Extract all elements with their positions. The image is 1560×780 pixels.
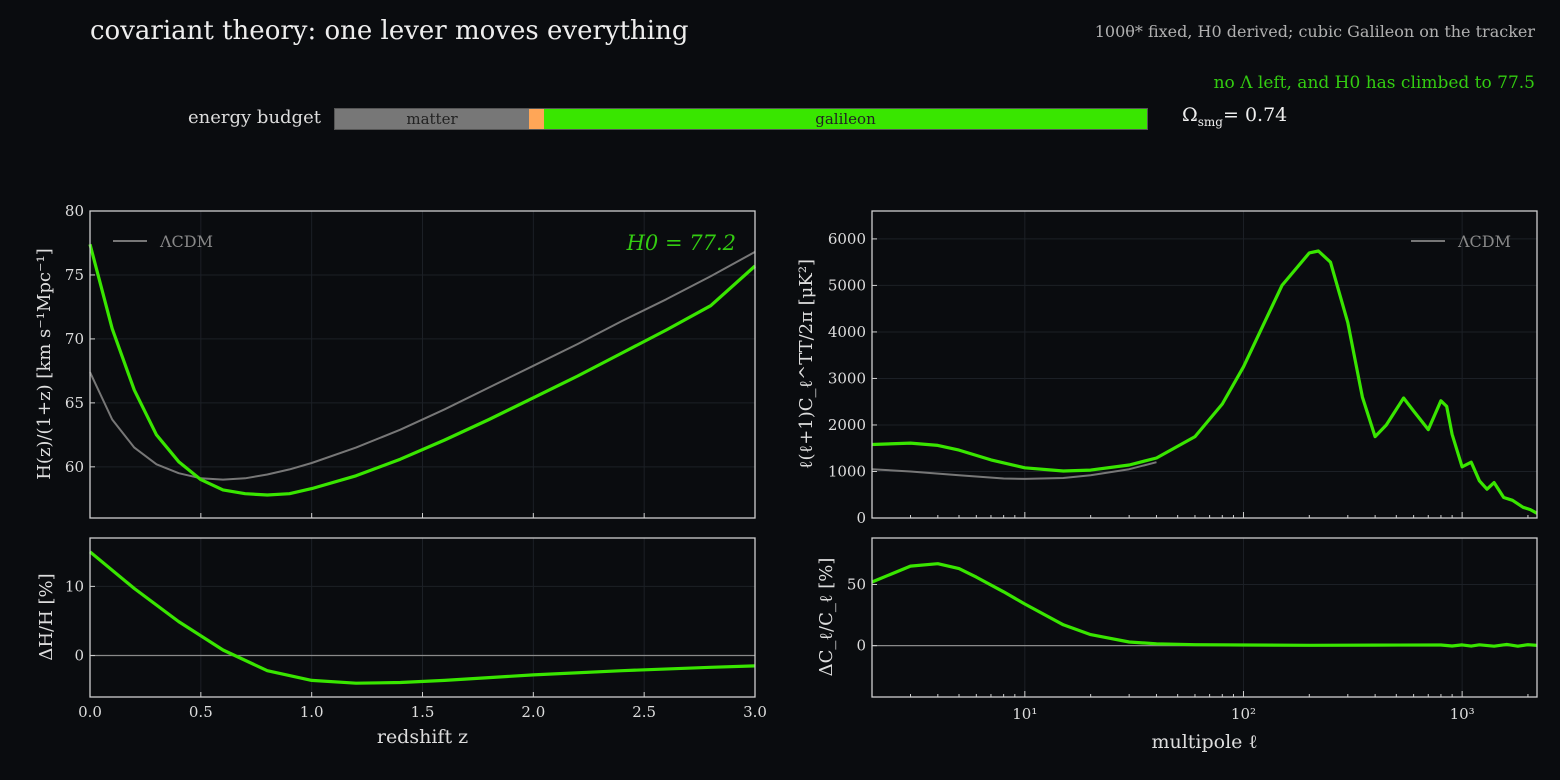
cl-panel-frame (871, 210, 1538, 519)
dc-x-tick-label: 10² (1231, 705, 1256, 723)
hz-y-axis-label: H(z)/(1+z) [km s⁻¹Mpc⁻¹] (34, 248, 55, 480)
budget-segment-galileon: galileon (544, 109, 1147, 129)
cl-y-tick-label: 1000 (828, 462, 866, 480)
dc-y-tick-label: 0 (856, 637, 866, 655)
dc-x-tick-label: 10³ (1450, 705, 1475, 723)
dh-x-tick-label: 2.0 (521, 703, 545, 721)
dh-y-tick-label: 0 (74, 647, 84, 665)
delta-h-line (88, 550, 756, 685)
omega-subscript: smg (1197, 114, 1223, 129)
hz-y-tick-label: 70 (65, 330, 84, 348)
cl-legend-label: ΛCDM (1457, 232, 1511, 251)
hz-y-tick-label: 80 (65, 202, 84, 220)
energy-budget-bar: matter galileon (334, 108, 1148, 130)
cl-y-tick-label: 5000 (828, 276, 866, 294)
h0-annotation: H0 = 77.2 (626, 231, 736, 255)
dh-x-tick-label: 1.5 (411, 703, 435, 721)
subtitle: 100θ* fixed, H0 derived; cubic Galileon … (1094, 22, 1535, 41)
dh-x-tick-label: 1.0 (300, 703, 324, 721)
hz-y-tick-label: 65 (65, 394, 84, 412)
hz-legend-label: ΛCDM (159, 232, 213, 251)
omega-symbol: Ω (1182, 104, 1198, 126)
dc-y-tick-label: 50 (847, 575, 866, 593)
dh-x-tick-label: 3.0 (743, 703, 767, 721)
cl-y-tick-label: 3000 (828, 369, 866, 387)
page-title: covariant theory: one lever moves everyt… (90, 16, 689, 46)
dh-x-axis-label: redshift z (377, 726, 468, 748)
omega-smg-readout: Ωsmg= 0.74 (1182, 104, 1287, 129)
dc-x-tick-label: 10¹ (1012, 705, 1037, 723)
lcdm-hz-line (89, 251, 756, 481)
energy-budget-label: energy budget (188, 107, 321, 128)
hz-panel-frame (89, 210, 756, 519)
cl-y-tick-label: 0 (856, 509, 866, 527)
galileon-hz-line (88, 243, 757, 497)
omega-value: = 0.74 (1222, 104, 1288, 126)
lcdm-cl-line (871, 461, 1157, 480)
dh-x-tick-label: 2.5 (632, 703, 656, 721)
cl-y-tick-label: 4000 (828, 323, 866, 341)
cl-y-tick-label: 2000 (828, 416, 866, 434)
dc-panel-frame (871, 537, 1538, 698)
cl-y-tick-label: 6000 (828, 230, 866, 248)
cl-y-axis-label: ℓ(ℓ+1)C_ℓ^TT/2π [μK²] (796, 259, 817, 469)
budget-segment-radiation (529, 109, 544, 129)
delta-cl-line (871, 562, 1538, 648)
dh-x-tick-label: 0.5 (189, 703, 213, 721)
galileon-cl-line (871, 249, 1538, 515)
budget-segment-matter: matter (335, 109, 529, 129)
dc-x-axis-label: multipole ℓ (1151, 731, 1257, 753)
dh-x-tick-label: 0.0 (78, 703, 102, 721)
hz-y-tick-label: 75 (65, 266, 84, 284)
hz-y-tick-label: 60 (65, 458, 84, 476)
dc-y-axis-label: ΔC_ℓ/C_ℓ [%] (816, 558, 837, 677)
status-message: no Λ left, and H0 has climbed to 77.5 (1213, 73, 1535, 93)
dh-y-tick-label: 10 (65, 577, 84, 595)
dh-y-axis-label: ΔH/H [%] (36, 573, 57, 660)
